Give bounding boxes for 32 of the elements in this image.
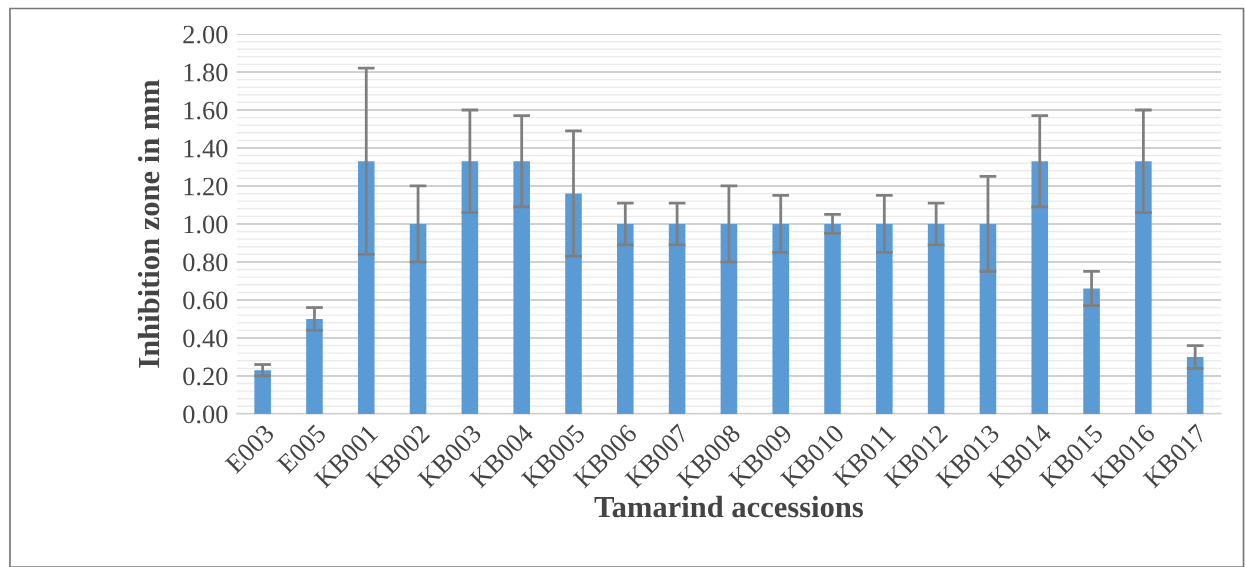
bar — [461, 161, 479, 414]
y-tick-label: 1.20 — [184, 177, 228, 196]
bar — [1186, 356, 1204, 414]
bar — [409, 223, 427, 414]
y-axis-title: Inhibition zone in mm — [137, 79, 160, 368]
bar — [306, 318, 323, 414]
y-tick-label: 1.40 — [184, 139, 228, 158]
x-axis-title: Tamarind accessions — [594, 495, 863, 518]
bar — [357, 161, 375, 414]
bar — [979, 223, 997, 414]
y-tick-label: 0.00 — [183, 405, 228, 424]
bar — [876, 223, 893, 414]
y-tick-label: 1.80 — [184, 63, 228, 82]
bar — [1031, 161, 1049, 414]
y-tick-label: 0.20 — [183, 367, 228, 386]
bar — [927, 223, 945, 414]
bar — [824, 223, 841, 414]
bar — [565, 193, 582, 414]
bar — [254, 370, 271, 414]
y-tick-label: 2.00 — [183, 25, 228, 44]
bar — [513, 161, 530, 414]
y-tick-label: 0.80 — [183, 253, 228, 272]
bar — [720, 223, 738, 414]
y-tick-label: 0.60 — [183, 291, 228, 310]
bar — [668, 223, 686, 414]
bar — [772, 223, 790, 414]
bar — [1083, 288, 1100, 414]
y-tick-label: 1.00 — [184, 215, 228, 234]
y-tick-label: 0.40 — [183, 329, 228, 348]
bar — [617, 223, 634, 414]
y-tick-label: 1.60 — [184, 101, 228, 120]
bar — [1135, 161, 1152, 414]
